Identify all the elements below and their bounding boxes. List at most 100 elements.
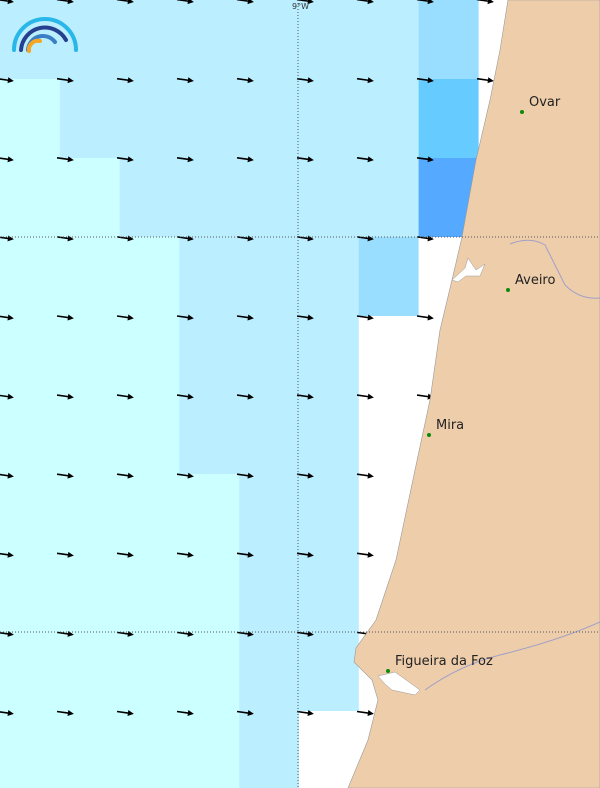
grid-cell	[239, 0, 300, 80]
grid-cell	[418, 79, 479, 159]
grid-cell	[0, 632, 60, 712]
wind-arrow-icon	[176, 710, 194, 716]
grid-cell	[299, 553, 359, 633]
wind-arrow-icon	[56, 314, 74, 321]
wind-arrow-icon	[236, 393, 254, 400]
grid-cell	[0, 553, 60, 633]
wind-arrow-icon	[116, 77, 134, 84]
grid-cell	[59, 158, 120, 238]
grid-cell	[299, 158, 359, 238]
wind-arrow-icon	[236, 472, 254, 479]
grid-cell	[0, 711, 60, 788]
wind-arrow-icon	[356, 0, 374, 5]
cities: Ovar Aveiro Mira Figueira da Foz	[386, 95, 561, 673]
rainbow-arc-logo	[12, 17, 78, 53]
river	[509, 239, 600, 299]
wind-arrow-icon	[0, 551, 14, 558]
wind-arrow-icon	[416, 156, 434, 163]
wind-arrow-icon	[296, 551, 314, 558]
wind-arrow-icon	[0, 393, 14, 400]
wind-arrow-icon	[236, 710, 254, 716]
lagoon	[451, 257, 486, 283]
wind-arrow-icon	[56, 393, 74, 400]
grid-cell	[119, 158, 180, 238]
grid-cell	[299, 237, 359, 317]
wind-arrow-icon	[176, 77, 194, 84]
grid-cell	[358, 0, 419, 80]
wind-arrow-icon	[236, 0, 254, 5]
grid-cell	[239, 395, 300, 475]
wind-arrow-icon	[416, 0, 434, 5]
wind-arrow-icon	[296, 710, 314, 716]
grid-cell	[239, 474, 300, 554]
grid-cell	[59, 316, 120, 396]
grid-cell	[0, 237, 60, 317]
wind-arrow-icon	[476, 0, 494, 5]
grid-cell	[179, 79, 240, 159]
grid-cell	[179, 395, 240, 475]
city-label: Aveiro	[515, 273, 555, 288]
grid-cell	[358, 158, 419, 238]
grid-cell	[0, 316, 60, 396]
grid-cell	[59, 395, 120, 475]
wind-arrow-icon	[0, 156, 14, 163]
wind-arrow-icon	[176, 0, 194, 5]
wind-arrow-icon	[176, 472, 194, 479]
grid-cell	[119, 632, 180, 712]
wind-arrow-icon	[176, 393, 194, 400]
grid-cell	[59, 553, 120, 633]
grid-cell	[59, 474, 120, 554]
wind-arrow-icon	[116, 472, 134, 479]
grid-cell	[358, 79, 419, 159]
grid-cell	[418, 0, 479, 80]
grid-cell	[179, 553, 240, 633]
city-marker	[520, 110, 524, 114]
grid-cell	[239, 711, 300, 788]
grid-cell	[59, 711, 120, 788]
wind-arrow-icon	[116, 156, 134, 163]
wind-arrow-icon	[476, 77, 494, 84]
grid-cell	[239, 553, 300, 633]
grid-cell	[119, 474, 180, 554]
wind-arrow-icon	[56, 77, 74, 84]
wind-arrow-icon	[0, 472, 14, 479]
grid-cell	[119, 395, 180, 475]
wind-arrow-icon	[116, 393, 134, 400]
wind-arrow-icon	[116, 710, 134, 716]
grid-cell	[239, 632, 300, 712]
grid-cell	[179, 711, 240, 788]
wind-arrow-icon	[0, 314, 14, 321]
river-estuary	[377, 671, 421, 696]
grid-cell	[119, 711, 180, 788]
grid-cell	[358, 395, 419, 475]
wind-arrow-icon	[416, 314, 434, 321]
wind-arrow-icon	[56, 156, 74, 163]
wind-arrow-icon	[0, 710, 14, 716]
wind-arrow-icon	[356, 393, 374, 400]
grid-cell	[358, 316, 419, 396]
wind-arrow-icon	[56, 0, 74, 5]
wind-arrow-icon	[176, 314, 194, 321]
grid-cell	[179, 474, 240, 554]
wind-arrow-icon	[56, 710, 74, 716]
grid-cell	[0, 79, 60, 159]
grid-cell	[59, 79, 120, 159]
wind-arrows	[0, 0, 494, 716]
wind-arrow-icon	[236, 314, 254, 321]
city-marker	[427, 433, 431, 437]
grid-cell	[299, 79, 359, 159]
wind-arrow-icon	[56, 551, 74, 558]
wind-arrow-icon	[356, 156, 374, 163]
grid-cell	[358, 237, 419, 317]
grid-cell	[179, 0, 240, 80]
grid-cell	[0, 395, 60, 475]
grid-cell	[119, 553, 180, 633]
grid-cell	[0, 158, 60, 238]
wind-arrow-icon	[296, 314, 314, 321]
grid-cell	[239, 79, 300, 159]
wind-arrow-icon	[356, 710, 374, 716]
grid-cell	[119, 237, 180, 317]
grid-cell	[239, 158, 300, 238]
city-label: Figueira da Foz	[395, 654, 493, 669]
